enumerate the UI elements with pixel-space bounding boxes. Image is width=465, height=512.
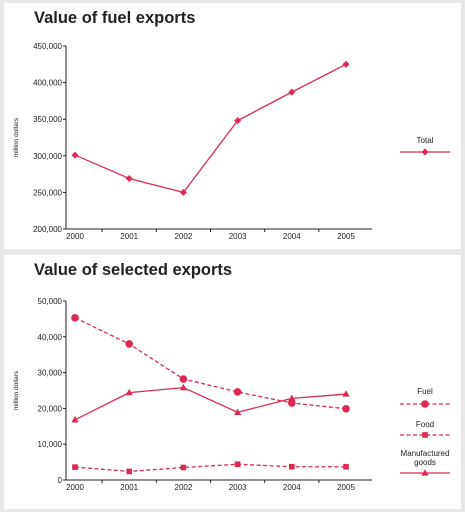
legend-marker	[421, 400, 429, 408]
y-axis-label: million dollars	[13, 370, 20, 410]
legend-label: goods	[414, 458, 436, 467]
data-point	[342, 404, 350, 413]
y-tick-label: 300,000	[33, 152, 62, 161]
y-tick-label: 450,000	[33, 42, 62, 51]
x-tick-label: 2004	[283, 232, 301, 241]
fuel-exports-chart: 200,000 250,000 300,000 350,000 400,000 450,0…	[13, 42, 450, 241]
data-point	[179, 188, 187, 196]
chart-title: Value of fuel exports	[34, 9, 196, 27]
legend-marker	[422, 432, 428, 438]
x-tick-label: 2005	[337, 232, 355, 241]
data-point	[288, 88, 296, 96]
data-point	[179, 375, 188, 383]
data-point	[233, 388, 242, 396]
data-point	[71, 416, 79, 423]
data-point	[126, 468, 132, 475]
series-line-fuel	[74, 317, 347, 410]
data-point	[125, 340, 133, 348]
data-point	[71, 151, 79, 159]
x-tick-label: 2001	[120, 483, 138, 492]
selected-exports-panel: Value of selected exports 0 10,000 20,000 3…	[4, 255, 461, 509]
data-point	[179, 383, 187, 391]
y-tick-label: 350,000	[33, 115, 62, 124]
fuel-exports-panel: Value of fuel exports 200,000 250,000 300,…	[4, 3, 461, 249]
legend-label: Manufactured	[401, 449, 450, 458]
y-tick-label: 0	[58, 476, 63, 485]
data-point	[289, 463, 295, 470]
data-point	[71, 314, 79, 322]
y-axis-label: million dollars	[13, 117, 20, 157]
series-line-manufactured-goods	[74, 386, 347, 421]
x-tick-label: 2005	[337, 483, 355, 492]
y-tick-label: 10,000	[38, 440, 63, 449]
data-point	[234, 461, 241, 468]
data-point	[342, 390, 350, 397]
data-point	[72, 464, 78, 470]
y-tick-label: 20,000	[38, 404, 63, 413]
legend-marker	[421, 469, 429, 476]
y-tick-label: 30,000	[38, 369, 63, 378]
x-tick-label: 2002	[175, 483, 193, 492]
x-tick-label: 2000	[66, 232, 84, 241]
x-tick-label: 2001	[120, 232, 138, 241]
y-tick-label: 400,000	[33, 79, 62, 88]
legend-marker	[421, 148, 429, 156]
data-point	[180, 464, 187, 471]
data-point	[288, 399, 296, 407]
y-tick-label: 50,000	[38, 297, 63, 306]
x-tick-label: 2003	[229, 232, 247, 241]
x-tick-label: 2002	[175, 232, 193, 241]
data-point	[288, 394, 296, 401]
series-line-food	[74, 463, 346, 473]
y-tick-label: 40,000	[38, 333, 63, 342]
legend-label: Food	[416, 420, 434, 429]
data-point	[343, 463, 349, 470]
data-point	[234, 117, 242, 125]
legend-label: Total	[417, 136, 434, 145]
x-tick-label: 2000	[66, 483, 84, 492]
legend-label: Fuel	[417, 387, 433, 396]
y-tick-label: 200,000	[33, 225, 62, 234]
series-line-total	[74, 63, 347, 194]
data-point	[125, 174, 133, 182]
x-tick-label: 2004	[283, 483, 301, 492]
x-tick-label: 2003	[229, 483, 247, 492]
chart-title: Value of selected exports	[34, 261, 233, 279]
selected-exports-chart: 0 10,000 20,000 30,000 40,000 50,000 2000 2001 2…	[13, 297, 450, 492]
data-point	[125, 388, 133, 396]
data-point	[342, 60, 350, 68]
data-point	[234, 408, 242, 415]
y-tick-label: 250,000	[33, 188, 62, 197]
